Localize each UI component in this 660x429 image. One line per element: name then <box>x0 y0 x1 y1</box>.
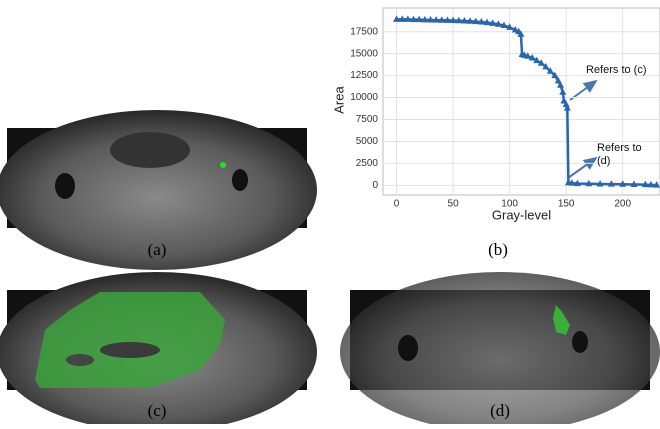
marker <box>477 18 485 25</box>
x-tick-label: 200 <box>614 199 631 210</box>
marker <box>533 56 541 64</box>
marker <box>466 17 474 24</box>
marker <box>554 76 562 84</box>
caption: (c) <box>148 401 167 420</box>
marker <box>585 179 593 187</box>
x-tick-label: 50 <box>448 199 460 210</box>
arrow <box>569 79 598 101</box>
y-tick-label: 10000 <box>350 92 378 103</box>
marker <box>596 179 604 187</box>
marker <box>500 21 508 29</box>
marker <box>573 179 581 187</box>
mri-image-d <box>340 272 660 429</box>
y-tick-label: 0 <box>372 180 378 191</box>
y-axis-label: Area <box>331 86 346 114</box>
x-tick-label: 0 <box>394 199 400 210</box>
marker <box>537 59 545 66</box>
annotation: Refers to <box>597 142 642 154</box>
marker <box>557 81 565 88</box>
marker <box>546 67 554 74</box>
annotation: (d) <box>597 155 610 167</box>
marker <box>528 54 536 61</box>
marker <box>415 15 423 23</box>
marker <box>568 179 576 186</box>
caption: (b) <box>488 240 508 259</box>
marker <box>647 180 655 188</box>
marker <box>494 20 502 27</box>
marker <box>563 104 571 111</box>
marker <box>455 16 463 24</box>
mri-image-a <box>0 110 317 270</box>
marker <box>398 15 406 22</box>
marker <box>607 180 615 187</box>
x-tick-label: 100 <box>501 199 518 210</box>
marker <box>619 180 627 187</box>
marker <box>653 181 660 188</box>
caption: (a) <box>148 240 167 259</box>
y-tick-label: 2500 <box>356 158 379 169</box>
marker <box>559 88 567 95</box>
y-tick-label: 12500 <box>350 70 378 81</box>
marker <box>393 15 401 22</box>
y-tick-label: 5000 <box>356 136 379 147</box>
marker <box>630 180 638 187</box>
marker <box>551 71 559 79</box>
y-tick-label: 7500 <box>356 114 379 125</box>
marker <box>421 15 429 23</box>
x-axis-label: Gray-level <box>492 207 551 222</box>
marker <box>483 18 491 26</box>
marker <box>404 15 412 22</box>
x-tick-label: 150 <box>558 199 575 210</box>
annotation: Refers to (c) <box>586 64 647 76</box>
marker <box>489 19 497 26</box>
marker <box>542 62 550 70</box>
marker <box>641 180 649 188</box>
marker <box>524 52 532 59</box>
y-tick-label: 17500 <box>350 26 378 37</box>
marker <box>517 30 525 37</box>
marker <box>438 16 446 23</box>
caption: (d) <box>490 401 510 420</box>
arrow <box>567 156 598 179</box>
marker <box>472 17 480 25</box>
marker <box>460 16 468 24</box>
marker <box>410 15 418 23</box>
marker <box>432 16 440 23</box>
mri-image-c <box>0 272 317 429</box>
marker <box>426 15 434 23</box>
marker <box>449 16 457 24</box>
marker <box>443 16 451 23</box>
marker <box>506 23 514 30</box>
y-tick-label: 15000 <box>350 48 378 59</box>
